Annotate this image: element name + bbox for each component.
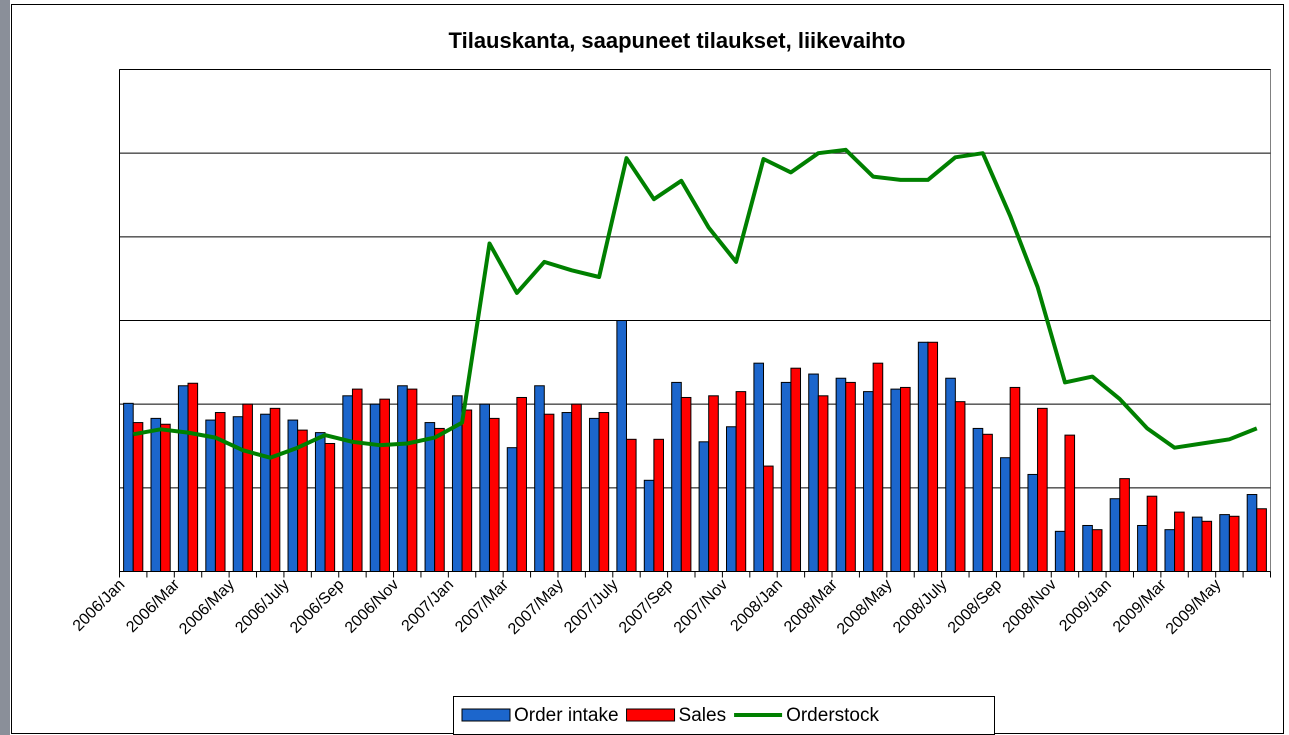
bar xyxy=(489,418,499,571)
bar xyxy=(315,433,325,572)
bar xyxy=(435,428,445,571)
bar xyxy=(891,389,901,571)
bar xyxy=(918,342,928,571)
bar xyxy=(699,442,709,572)
bar xyxy=(480,404,490,571)
bar xyxy=(1092,530,1102,572)
legend-label: Order intake xyxy=(514,705,619,726)
bar xyxy=(261,414,271,571)
bar xyxy=(955,402,965,572)
bar xyxy=(325,443,335,571)
legend-label: Sales xyxy=(679,705,727,726)
bar xyxy=(370,404,380,571)
bar xyxy=(864,392,874,572)
bar xyxy=(507,448,517,572)
bar xyxy=(983,434,993,571)
bar xyxy=(1165,530,1175,572)
bar xyxy=(398,386,408,572)
bar xyxy=(425,423,435,572)
bar xyxy=(243,404,253,571)
chart-title: Tilauskanta, saapuneet tilaukset, liikev… xyxy=(449,28,906,53)
bar xyxy=(781,382,791,571)
legend-label: Orderstock xyxy=(786,705,879,726)
bar xyxy=(946,378,956,571)
bar xyxy=(1247,495,1257,572)
bar xyxy=(535,386,545,572)
chart: Tilauskanta, saapuneet tilaukset, liikev… xyxy=(0,0,1289,735)
bar xyxy=(462,410,472,571)
page: Tilauskanta, saapuneet tilaukset, liikev… xyxy=(0,0,1289,735)
bar xyxy=(1028,474,1038,571)
bar xyxy=(727,427,737,572)
bar xyxy=(626,439,636,571)
bar xyxy=(562,413,572,572)
bar xyxy=(1229,516,1239,571)
bar xyxy=(1001,458,1011,572)
bar xyxy=(1038,408,1048,571)
bar xyxy=(124,403,134,571)
bar xyxy=(818,396,828,572)
bar xyxy=(1083,525,1093,571)
bar xyxy=(1202,521,1212,571)
bar xyxy=(151,418,161,571)
bar xyxy=(973,428,983,571)
bar xyxy=(1175,512,1185,571)
bar xyxy=(791,368,801,571)
bar xyxy=(1220,515,1230,572)
bar xyxy=(1010,387,1020,571)
bar xyxy=(901,387,911,571)
chart-frame xyxy=(12,5,1284,734)
bar xyxy=(233,417,243,572)
bar xyxy=(1147,496,1157,571)
bar xyxy=(736,392,746,572)
legend-swatch xyxy=(627,709,675,721)
bar xyxy=(1110,499,1120,572)
bar xyxy=(617,321,627,572)
bar xyxy=(343,396,353,572)
bar xyxy=(133,423,143,572)
bar xyxy=(709,396,719,572)
bar xyxy=(178,386,188,572)
bar xyxy=(599,413,609,572)
bar xyxy=(206,420,216,571)
bar xyxy=(352,389,362,571)
legend: Order intake Sales Orderstock xyxy=(454,697,995,735)
bar xyxy=(1055,531,1065,571)
bar xyxy=(672,382,682,571)
bar xyxy=(1138,525,1148,571)
bar xyxy=(572,404,582,571)
bar xyxy=(1192,517,1202,571)
bar xyxy=(1065,435,1075,571)
bar xyxy=(544,414,554,571)
bar xyxy=(809,374,819,571)
side-strip xyxy=(0,0,10,735)
legend-swatch xyxy=(462,709,510,721)
bar xyxy=(873,363,883,571)
bar xyxy=(928,342,938,571)
bar xyxy=(836,378,846,571)
bar xyxy=(161,424,171,571)
bar xyxy=(270,408,280,571)
bar xyxy=(407,389,417,571)
bar xyxy=(288,420,298,571)
bar xyxy=(589,418,599,571)
bar xyxy=(1120,479,1130,572)
bar xyxy=(1257,509,1267,572)
bar xyxy=(188,383,198,571)
bar xyxy=(644,480,654,571)
bar xyxy=(654,439,664,571)
bar xyxy=(517,397,527,571)
bar xyxy=(754,363,764,571)
bar xyxy=(380,399,390,571)
bar xyxy=(298,430,308,571)
bar xyxy=(764,466,774,571)
bar xyxy=(846,382,856,571)
bar xyxy=(681,397,691,571)
